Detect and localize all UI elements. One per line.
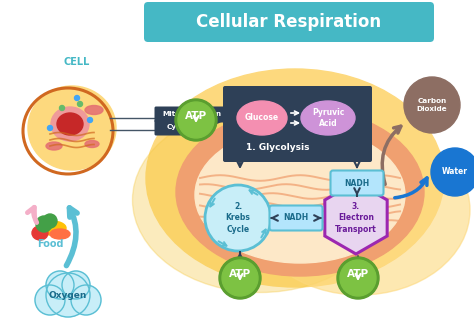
Text: ATP: ATP xyxy=(347,269,369,279)
FancyBboxPatch shape xyxy=(155,120,210,136)
Ellipse shape xyxy=(146,69,444,287)
Ellipse shape xyxy=(38,221,66,235)
Ellipse shape xyxy=(250,125,470,295)
Circle shape xyxy=(46,273,90,317)
Circle shape xyxy=(36,216,52,232)
Circle shape xyxy=(46,271,74,299)
Ellipse shape xyxy=(85,106,103,114)
Circle shape xyxy=(62,271,90,299)
Circle shape xyxy=(74,96,80,100)
Circle shape xyxy=(178,102,214,138)
Ellipse shape xyxy=(85,141,99,147)
Text: Carbon
Dioxide: Carbon Dioxide xyxy=(417,98,447,112)
Ellipse shape xyxy=(176,108,424,276)
Circle shape xyxy=(71,285,101,315)
Text: CELL: CELL xyxy=(64,57,90,67)
Circle shape xyxy=(47,126,53,130)
Circle shape xyxy=(431,148,474,196)
Text: Water: Water xyxy=(442,168,468,176)
FancyBboxPatch shape xyxy=(330,170,383,196)
Ellipse shape xyxy=(57,113,83,135)
Circle shape xyxy=(219,257,261,299)
Ellipse shape xyxy=(133,108,388,292)
Circle shape xyxy=(222,260,258,296)
Text: Cytosol: Cytosol xyxy=(167,124,197,130)
Circle shape xyxy=(60,106,64,111)
Text: NADH: NADH xyxy=(345,179,370,187)
Text: Food: Food xyxy=(37,239,63,249)
Text: ATP: ATP xyxy=(229,269,251,279)
Ellipse shape xyxy=(301,101,355,135)
Text: Glucose: Glucose xyxy=(245,113,279,123)
Polygon shape xyxy=(325,182,387,254)
Ellipse shape xyxy=(195,127,405,263)
Ellipse shape xyxy=(46,142,62,150)
Text: 1. Glycolysis: 1. Glycolysis xyxy=(246,143,310,153)
Circle shape xyxy=(175,99,217,141)
Text: 2.
Krebs
Cycle: 2. Krebs Cycle xyxy=(226,202,250,234)
Ellipse shape xyxy=(50,229,70,239)
Circle shape xyxy=(78,101,82,107)
FancyBboxPatch shape xyxy=(144,2,434,42)
FancyBboxPatch shape xyxy=(223,86,372,162)
Ellipse shape xyxy=(51,107,89,141)
Circle shape xyxy=(404,77,460,133)
Text: Mitochondrion: Mitochondrion xyxy=(163,111,221,117)
FancyBboxPatch shape xyxy=(270,205,322,230)
Text: NADH: NADH xyxy=(283,214,309,223)
Text: Pyruvic
Acid: Pyruvic Acid xyxy=(312,108,344,128)
Text: ATP: ATP xyxy=(185,111,207,121)
Text: Oxygen: Oxygen xyxy=(49,291,87,301)
Circle shape xyxy=(340,260,376,296)
Circle shape xyxy=(35,285,65,315)
Circle shape xyxy=(205,185,271,251)
Text: 3.
Electron
Transport: 3. Electron Transport xyxy=(335,202,377,234)
Circle shape xyxy=(43,214,57,228)
Circle shape xyxy=(88,117,92,123)
Text: Cellular Respiration: Cellular Respiration xyxy=(196,13,382,31)
Ellipse shape xyxy=(32,226,48,240)
Circle shape xyxy=(337,257,379,299)
Ellipse shape xyxy=(237,101,287,135)
Ellipse shape xyxy=(28,86,116,170)
FancyBboxPatch shape xyxy=(155,107,229,123)
